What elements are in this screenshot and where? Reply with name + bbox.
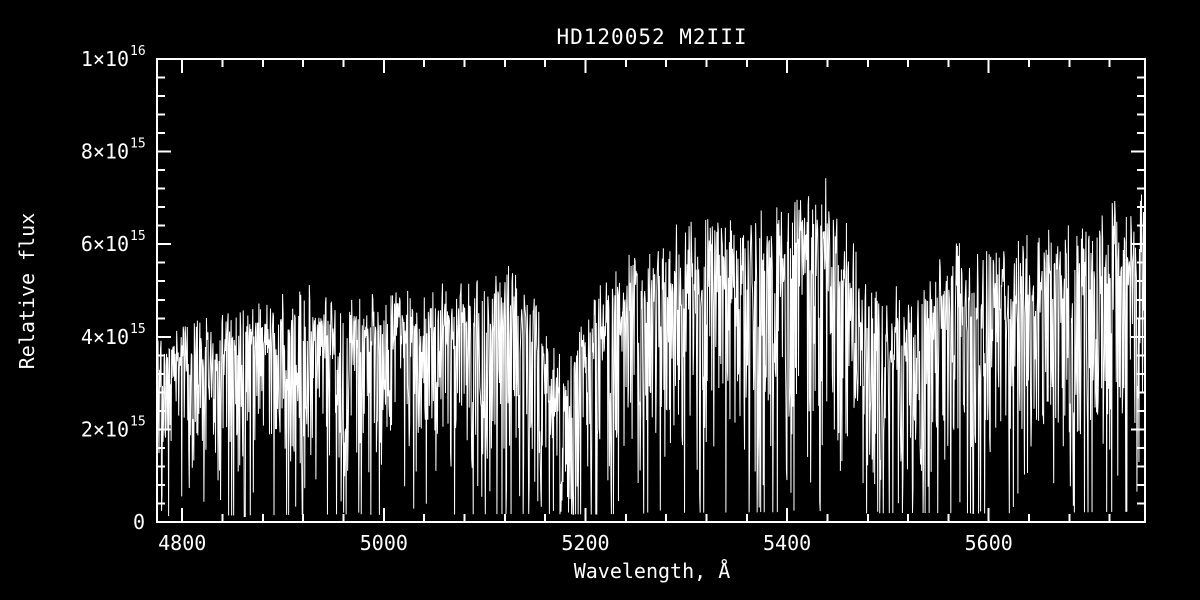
y-tick-label-exponent: 15 — [130, 137, 146, 152]
spectrum-line — [156, 178, 1146, 517]
y-tick-label-exponent: 15 — [130, 229, 146, 244]
y-tick-label-exponent: 16 — [130, 44, 146, 59]
y-tick-label-text: 8×10 — [81, 140, 129, 164]
y-tick-label-text: 6×10 — [81, 232, 129, 256]
page-title: HD120052 M2III — [556, 25, 747, 49]
x-tick-label: 5600 — [965, 531, 1013, 555]
y-tick-label-text: 1×10 — [81, 47, 129, 71]
y-tick-label-text: 4×10 — [81, 325, 129, 349]
y-tick-label: 1×10 16 — [81, 44, 146, 71]
x-tick-label: 5000 — [360, 531, 408, 555]
x-axis-title: Wavelength, Å — [574, 559, 731, 583]
y-tick-label-text: 0 — [133, 510, 145, 534]
y-tick-label: 8×10 15 — [81, 137, 146, 164]
x-axis-ticks — [181, 59, 1111, 522]
y-tick-label: 6×10 15 — [81, 229, 146, 256]
x-axis-tick-labels: 4800 5000 5200 5400 5600 — [158, 531, 1013, 555]
spectrum-trace — [156, 178, 1146, 517]
y-tick-label-exponent: 15 — [130, 414, 146, 429]
y-axis-tick-labels: 02×10 154×10 156×10 158×10 151×10 16 — [81, 44, 146, 534]
y-axis-title: Relative flux — [15, 213, 39, 370]
y-tick-label: 4×10 15 — [81, 322, 146, 349]
y-tick-label: 2×10 15 — [81, 414, 146, 441]
x-tick-label: 5200 — [561, 531, 609, 555]
y-axis-ticks — [157, 58, 1145, 523]
x-tick-label: 4800 — [158, 531, 206, 555]
y-tick-label-text: 2×10 — [81, 417, 129, 441]
y-tick-label-exponent: 15 — [130, 322, 146, 337]
y-tick-label: 0 — [133, 510, 145, 534]
x-tick-label: 5400 — [763, 531, 811, 555]
